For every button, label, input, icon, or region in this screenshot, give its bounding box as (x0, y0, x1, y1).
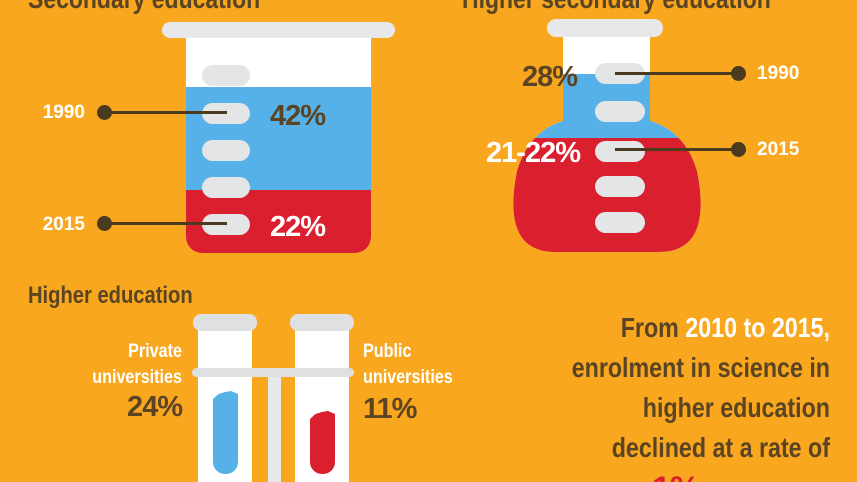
private-label-line1: Private (128, 341, 182, 362)
beaker-tick-icon (202, 65, 250, 86)
higher-secondary-2015-label: 2015 (757, 139, 800, 160)
leader-dot-icon (731, 142, 746, 157)
beaker-rim-icon (162, 22, 395, 38)
callout-line3: higher education (642, 392, 830, 423)
leader-dot-icon (731, 66, 746, 81)
secondary-1990-label: 1990 (42, 102, 85, 123)
secondary-2015-label: 2015 (42, 214, 85, 235)
higher-secondary-title: Higher secondary education (462, 0, 771, 15)
leader-line (615, 148, 732, 151)
public-universities-value: 11% (363, 393, 417, 425)
callout-line1: From 2010 to 2015, (498, 308, 830, 348)
secondary-2015-value: 22% (270, 211, 326, 243)
private-universities-value: 24% (126, 391, 183, 423)
higher-education-title: Higher education (28, 282, 193, 309)
public-universities-label: Public universities (363, 339, 484, 391)
beaker-tick-icon (202, 140, 250, 161)
flask-tick-icon (595, 212, 645, 233)
higher-secondary-1990-label: 1990 (757, 63, 800, 84)
callout-from: From (620, 312, 679, 343)
tube-rack-post-icon (268, 375, 281, 482)
callout-text: From 2010 to 2015, enrolment in science … (498, 308, 830, 468)
secondary-education-title: Secondary education (28, 0, 260, 15)
public-liquid-fill (310, 411, 335, 474)
tube-rack-bar-icon (192, 368, 354, 377)
public-label-line2: universities (363, 367, 453, 388)
private-liquid-fill (213, 391, 238, 474)
flask-tick-icon (595, 141, 645, 162)
leader-line (104, 222, 227, 225)
private-universities-label: Private universities (61, 339, 182, 391)
higher-secondary-2015-value: 21-22% (486, 137, 581, 169)
flask-tick-icon (595, 176, 645, 197)
callout-line4: declined at a rate of (611, 432, 830, 463)
beaker-tick-icon (202, 177, 250, 198)
higher-secondary-1990-value: 28% (521, 61, 578, 93)
private-label-line2: universities (92, 367, 182, 388)
flask-tick-icon (595, 101, 645, 122)
test-tube-cap-icon (290, 314, 354, 331)
callout-year-range: 2010 to 2015, (685, 312, 830, 343)
leader-line (615, 72, 732, 75)
secondary-1990-value: 42% (270, 100, 326, 132)
leader-line (104, 111, 227, 114)
callout-line2: enrolment in science in (571, 352, 830, 383)
test-tube-cap-icon (193, 314, 257, 331)
public-label-line1: Public (363, 341, 412, 362)
decline-rate-value: 1% (652, 470, 700, 482)
flask-rim-icon (547, 19, 663, 37)
